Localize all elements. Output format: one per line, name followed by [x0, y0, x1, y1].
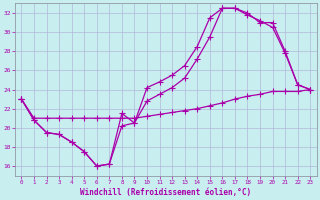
- X-axis label: Windchill (Refroidissement éolien,°C): Windchill (Refroidissement éolien,°C): [80, 188, 252, 197]
